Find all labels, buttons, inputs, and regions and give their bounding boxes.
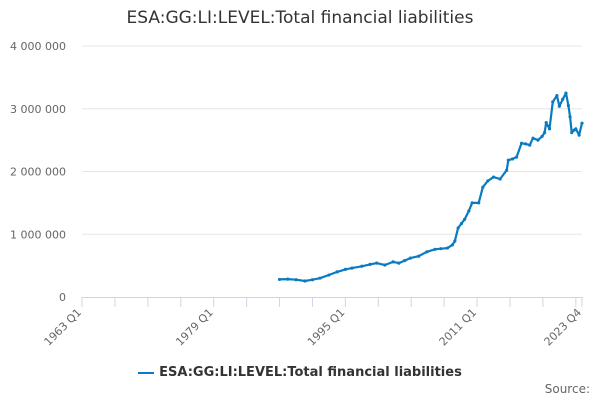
data-point	[580, 121, 584, 125]
data-point	[397, 261, 401, 265]
data-point	[318, 276, 322, 280]
y-tick-label: 4 000 000	[10, 40, 66, 53]
data-point	[417, 254, 421, 258]
data-point	[514, 155, 519, 159]
data-point	[491, 175, 496, 179]
data-point	[510, 157, 515, 161]
data-point	[408, 256, 412, 260]
y-tick-label: 1 000 000	[10, 228, 66, 241]
legend-line-marker-icon	[138, 371, 155, 374]
data-point	[303, 279, 307, 283]
data-point	[467, 209, 471, 213]
data-point	[453, 239, 457, 243]
data-point	[310, 278, 315, 282]
data-point	[450, 243, 454, 247]
data-point	[383, 263, 387, 267]
data-point	[360, 264, 364, 268]
data-point	[505, 168, 509, 172]
data-point	[506, 158, 510, 162]
data-point	[459, 221, 464, 226]
data-point	[286, 277, 290, 281]
data-point	[566, 104, 571, 108]
data-point	[486, 179, 490, 183]
data-point	[350, 266, 354, 270]
legend-item[interactable]: ESA:GG:LI:LEVEL:Total financial liabilit…	[0, 365, 600, 380]
x-tick-label: 2011 Q1	[437, 306, 480, 349]
data-point	[477, 201, 481, 205]
data-point	[439, 247, 443, 251]
data-point	[542, 130, 547, 135]
data-point	[470, 201, 474, 205]
data-point	[555, 93, 559, 98]
data-point	[536, 138, 540, 142]
data-point	[335, 270, 339, 274]
data-point	[524, 142, 528, 146]
data-point	[557, 104, 561, 108]
data-point	[343, 267, 347, 271]
x-tick-label: 1963 Q1	[42, 306, 85, 349]
data-point	[481, 185, 485, 189]
data-point	[568, 115, 572, 119]
data-point	[577, 133, 581, 137]
x-tick-label: 1995 Q1	[305, 306, 348, 349]
data-point	[531, 136, 535, 140]
data-point	[498, 177, 502, 181]
data-point	[433, 247, 437, 251]
x-tick-label: 1979 Q1	[173, 306, 216, 349]
y-tick-label: 2 000 000	[10, 166, 66, 179]
data-point	[561, 97, 565, 101]
x-tick-label: 2023 Q4	[542, 306, 585, 349]
data-point	[544, 120, 548, 125]
data-point	[574, 127, 578, 131]
data-point	[463, 217, 467, 221]
data-point	[564, 91, 568, 95]
y-tick-label: 3 000 000	[10, 103, 66, 116]
data-point	[528, 143, 532, 147]
y-tick-label: 0	[59, 291, 66, 304]
data-point	[540, 134, 544, 138]
source-label[interactable]: Source:	[544, 382, 590, 396]
data-point	[425, 250, 429, 254]
data-point	[547, 127, 552, 131]
data-point	[277, 277, 282, 282]
series-line	[279, 91, 584, 283]
data-point	[403, 259, 407, 263]
data-point	[551, 100, 555, 104]
chart-title: ESA:GG:LI:LEVEL:Total financial liabilit…	[126, 8, 474, 28]
legend-label: ESA:GG:LI:LEVEL:Total financial liabilit…	[159, 365, 462, 380]
data-point	[445, 246, 450, 250]
data-point	[570, 130, 574, 135]
data-point	[519, 141, 524, 145]
data-point	[456, 226, 460, 230]
data-point	[391, 260, 395, 264]
data-point	[327, 273, 331, 277]
data-point	[375, 261, 379, 265]
data-point	[368, 262, 372, 266]
data-point	[294, 278, 298, 282]
